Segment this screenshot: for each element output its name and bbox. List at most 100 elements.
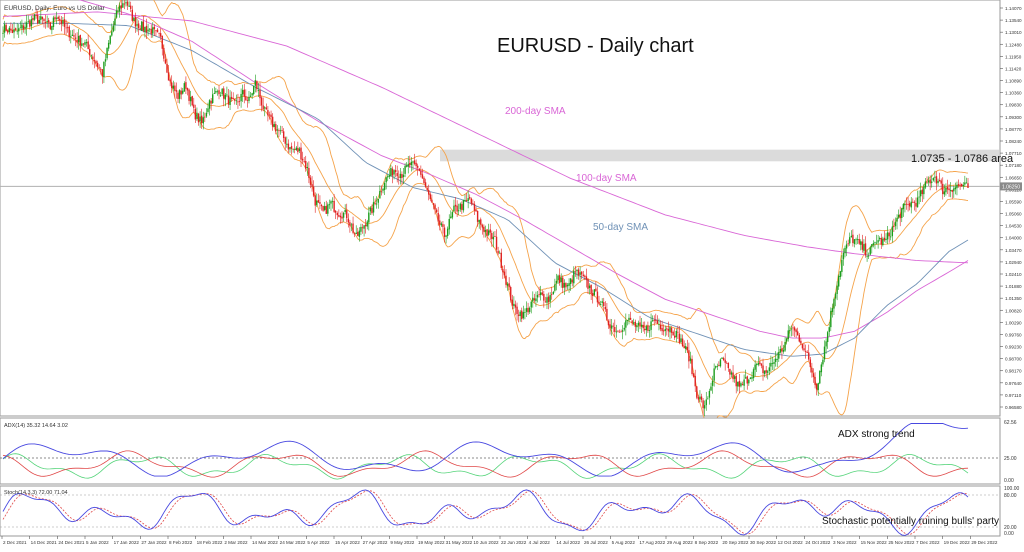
- candle-body: [896, 217, 898, 222]
- candle-body: [934, 176, 936, 178]
- candle-body: [144, 26, 146, 32]
- candle-body: [385, 177, 387, 183]
- candle-body: [314, 195, 316, 206]
- candle-body: [374, 203, 376, 205]
- price-tick-label: 0.96580: [1005, 405, 1022, 410]
- candle-body: [949, 190, 952, 192]
- candle-body: [153, 26, 156, 30]
- candle-body: [147, 29, 149, 32]
- candle-body: [131, 9, 133, 21]
- candle-body: [831, 308, 834, 312]
- candle-body: [363, 225, 365, 229]
- candle-body: [71, 34, 74, 36]
- candle-body: [371, 207, 373, 214]
- candle-body: [323, 206, 326, 210]
- candle-body: [66, 27, 69, 29]
- time-tick-label: 3 Nov 2022: [833, 540, 857, 545]
- candle-body: [733, 376, 736, 379]
- time-tick-label: 14 Dec 2021: [31, 540, 57, 545]
- candle-body: [670, 327, 673, 333]
- candle-body: [2, 32, 4, 34]
- candle-body: [497, 250, 499, 254]
- candle-body: [554, 284, 556, 291]
- time-tick-label: 5 Apr 2022: [307, 540, 330, 545]
- candle-body: [804, 351, 807, 352]
- candle-body: [697, 397, 700, 400]
- candle-body: [945, 187, 947, 193]
- candle-body: [271, 116, 274, 127]
- candle-body: [235, 100, 238, 102]
- candle-body: [457, 210, 460, 212]
- candle-body: [93, 60, 96, 62]
- candle-body: [118, 5, 121, 12]
- candle-body: [674, 335, 676, 338]
- candle-body: [614, 327, 616, 332]
- candle-body: [101, 69, 104, 77]
- price-tick-label: 0.97640: [1005, 381, 1022, 386]
- time-axis: 2 Dec 2021 14 Dec 2021 24 Dec 2021 5 Jan 20…: [1, 536, 998, 545]
- candle-body: [502, 268, 504, 273]
- candle-body: [241, 90, 244, 95]
- candle-body: [662, 330, 665, 332]
- candle-body: [874, 242, 876, 244]
- price-tick-label: 1.03470: [1005, 248, 1022, 253]
- candle-body: [741, 383, 744, 385]
- adx-tick-mid: 25.00: [1004, 456, 1017, 462]
- candle-body: [675, 331, 677, 338]
- candle-body: [604, 306, 607, 310]
- resistance-zone: [440, 149, 1000, 162]
- candle-body: [227, 95, 230, 105]
- time-tick-label: 12 Oct 2022: [778, 540, 803, 545]
- candle-body: [467, 198, 469, 202]
- candle-body: [65, 27, 67, 29]
- candle-body: [822, 359, 824, 365]
- candle-body: [415, 162, 417, 167]
- candle-body: [716, 365, 718, 367]
- candle-body: [938, 180, 941, 182]
- candle-body: [259, 90, 261, 99]
- price-tick-label: 1.02940: [1005, 260, 1022, 265]
- candle-body: [316, 200, 318, 206]
- candle-body: [297, 147, 299, 153]
- candle-body: [886, 232, 889, 240]
- candle-body: [650, 321, 652, 330]
- candle-body: [111, 31, 113, 36]
- candle-body: [773, 362, 775, 364]
- candle-body: [915, 203, 917, 207]
- time-tick-label: 31 May 2022: [446, 540, 473, 545]
- candle-body: [551, 294, 553, 296]
- candle-body: [853, 239, 856, 244]
- candle-body: [137, 23, 140, 28]
- candle-body: [303, 160, 305, 162]
- bollinger-upper: [2, 0, 969, 363]
- candle-body: [692, 373, 695, 377]
- adx-lines: [2, 423, 969, 480]
- candle-body: [309, 177, 312, 185]
- candle-body: [33, 14, 36, 20]
- candle-body: [161, 35, 163, 49]
- candle-body: [584, 275, 586, 277]
- candle-body: [956, 184, 958, 189]
- candle-body: [14, 28, 17, 30]
- candle-body: [305, 161, 307, 169]
- candle-body: [498, 252, 501, 254]
- candle-body: [125, 2, 127, 4]
- candle-body: [711, 380, 714, 386]
- candle-body: [421, 174, 424, 179]
- candle-body: [647, 325, 649, 331]
- candle-body: [25, 22, 28, 28]
- candle-body: [475, 209, 477, 212]
- candle-body: [189, 97, 192, 102]
- candle-body: [27, 21, 29, 23]
- candle-body: [713, 368, 715, 381]
- candle-body: [669, 327, 671, 333]
- candle-body: [634, 321, 636, 327]
- candle-body: [300, 147, 302, 160]
- candle-body: [636, 325, 638, 328]
- candle-body: [11, 30, 14, 34]
- candle-body: [543, 293, 545, 301]
- candle-body: [292, 148, 294, 150]
- chart-title: EURUSD - Daily chart: [497, 35, 694, 57]
- candle-body: [866, 256, 868, 258]
- candle-body: [521, 310, 523, 320]
